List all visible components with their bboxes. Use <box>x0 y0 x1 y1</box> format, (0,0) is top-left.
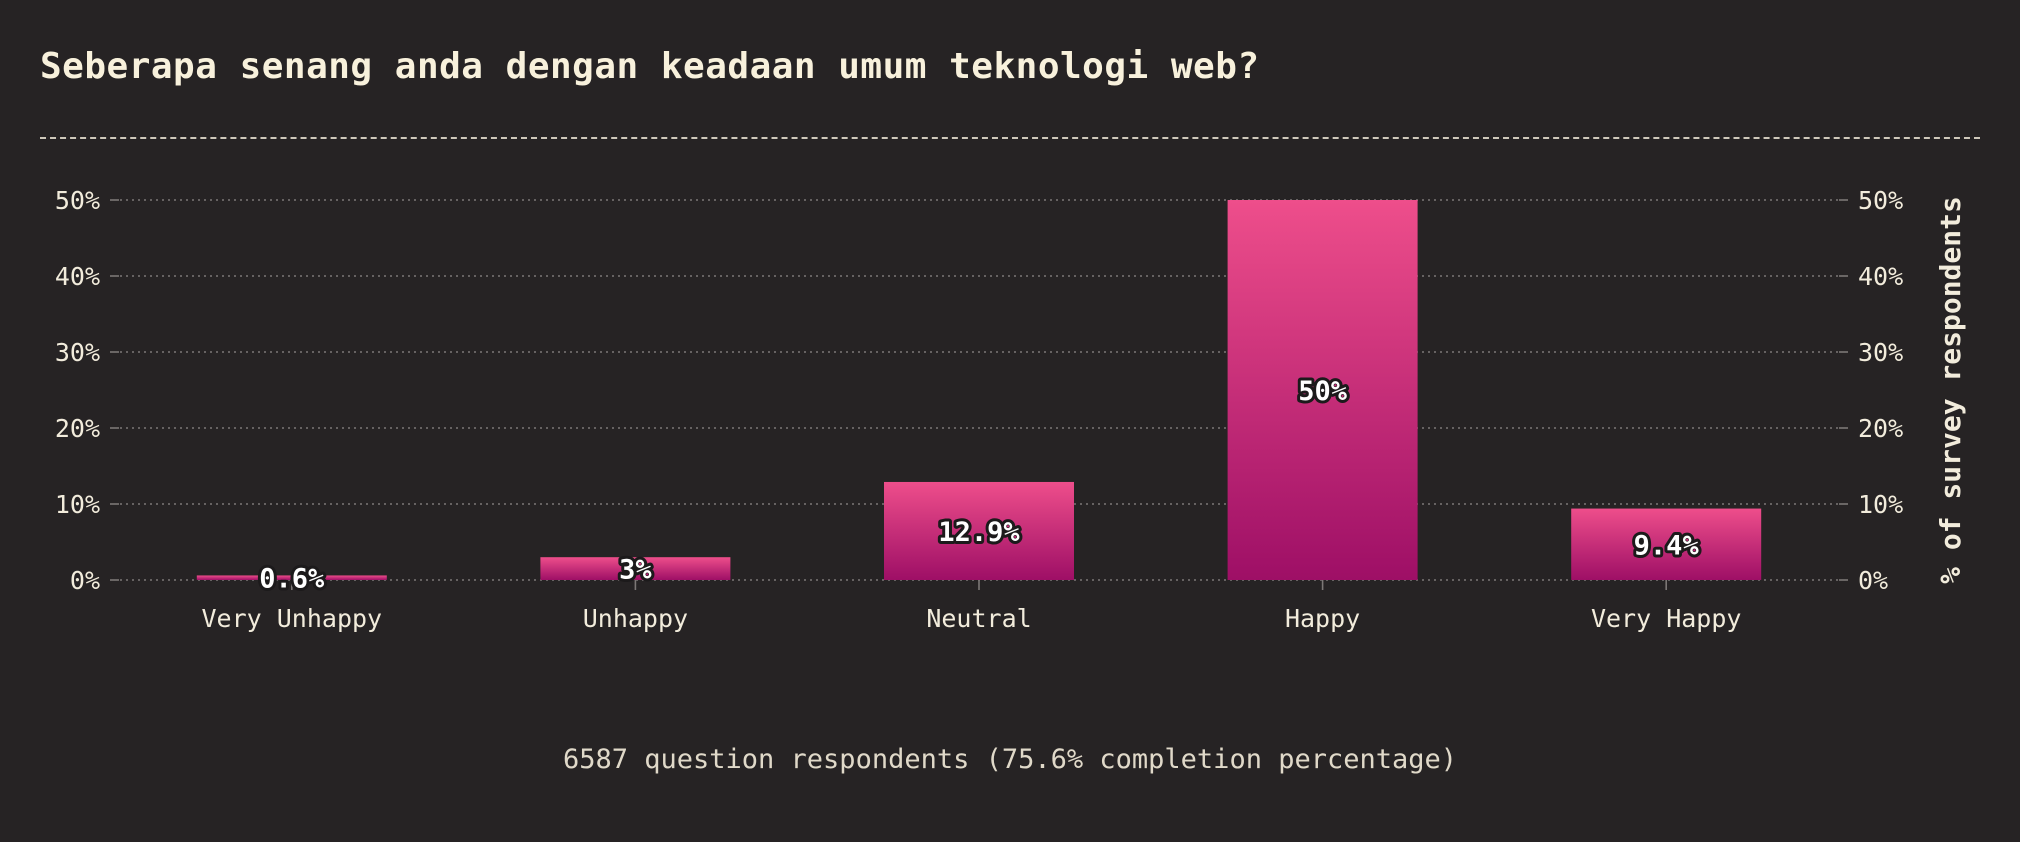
bars <box>196 200 1762 580</box>
title-divider <box>40 137 1980 139</box>
bar <box>540 557 731 580</box>
y-tick-label: 50% <box>55 186 100 215</box>
x-tick-label: Very Unhappy <box>201 604 382 633</box>
data-label: 9.4% <box>1634 530 1700 561</box>
y-tick-label: 10% <box>55 490 100 519</box>
y-tick-label: 30% <box>55 338 100 367</box>
x-tick-label: Neutral <box>926 604 1031 633</box>
y-tick-label: 20% <box>1858 414 1903 443</box>
x-tick-label: Very Happy <box>1591 604 1742 633</box>
bar <box>1571 508 1762 580</box>
bar <box>196 575 387 580</box>
bar <box>884 481 1074 580</box>
x-tick-label: Unhappy <box>583 604 688 633</box>
data-label: 12.9% <box>938 517 1020 548</box>
bar <box>1227 200 1418 580</box>
y-axis-left: 0% 10% 20% 30% 40% 50% <box>55 186 119 595</box>
y-axis-label: % of survey respondents <box>1934 196 1967 584</box>
y-tick-label: 10% <box>1858 490 1903 519</box>
chart-title: Seberapa senang anda dengan keadaan umum… <box>40 46 1260 87</box>
data-label: 0.6% <box>259 564 325 595</box>
data-label: 3% <box>619 555 652 586</box>
x-tick-label: Happy <box>1285 604 1360 633</box>
y-tick-label: 40% <box>55 262 100 291</box>
x-axis: Very Unhappy Unhappy Neutral Happy Very Happ… <box>201 580 1741 633</box>
y-tick-label: 0% <box>70 566 100 595</box>
y-tick-label: 0% <box>1858 566 1888 595</box>
respondents-footnote: 6587 question respondents (75.6% complet… <box>562 744 1458 775</box>
y-axis-right: 0% 10% 20% 30% 40% 50% <box>1839 186 1903 595</box>
y-tick-label: 30% <box>1858 338 1903 367</box>
data-label: 50% <box>1298 376 1348 407</box>
data-labels: 0.6% 3% 12.9% 50% 9.4% <box>256 373 1702 598</box>
y-tick-label: 40% <box>1858 262 1903 291</box>
y-tick-label: 20% <box>55 414 100 443</box>
y-tick-label: 50% <box>1858 186 1903 215</box>
